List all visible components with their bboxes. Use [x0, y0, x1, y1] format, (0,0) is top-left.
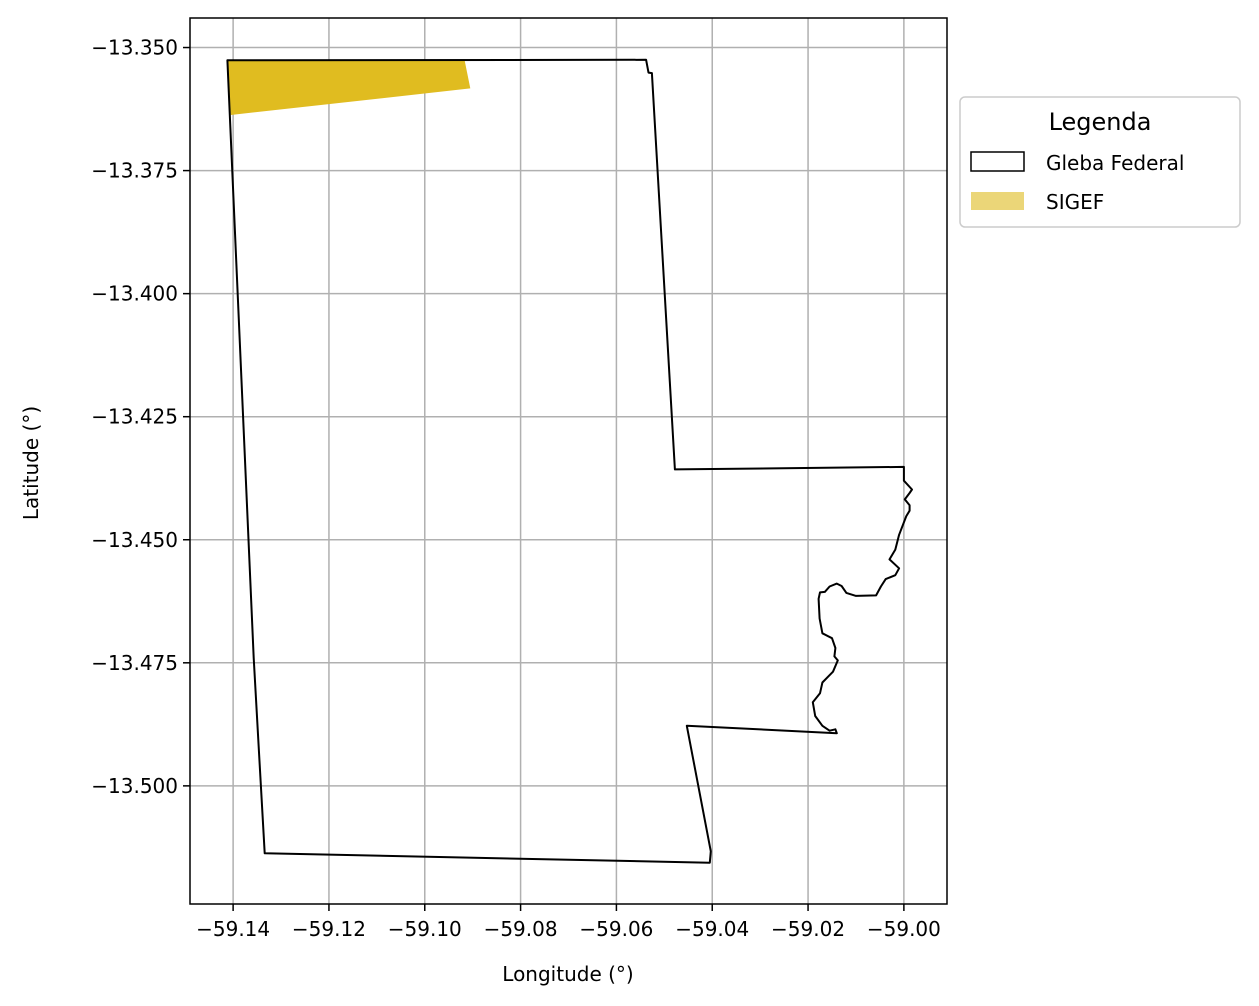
- legend-swatch-sigef: [971, 192, 1024, 210]
- x-tick-label: −59.06: [579, 917, 653, 941]
- polygon-gleba-federal: [226, 58, 913, 864]
- x-tick-label: −59.10: [388, 917, 462, 941]
- grid-lines: [190, 18, 947, 904]
- x-tick-label: −59.02: [771, 917, 845, 941]
- legend-label-sigef: SIGEF: [1046, 190, 1104, 214]
- legend-swatch-gleba-federal: [970, 151, 1025, 172]
- y-tick-label: −13.375: [91, 159, 178, 183]
- x-tick-label: −59.00: [867, 917, 941, 941]
- map-layers: [226, 58, 913, 864]
- y-tick-label: −13.450: [91, 528, 178, 552]
- legend: Legenda Gleba Federal SIGEF: [959, 96, 1241, 228]
- plot-frame: [189, 17, 948, 905]
- x-tick-label: −59.12: [292, 917, 366, 941]
- x-axis-title: Longitude (°): [502, 962, 633, 986]
- y-tick-label: −13.425: [91, 405, 178, 429]
- y-tick-label: −13.400: [91, 282, 178, 306]
- legend-box: [959, 96, 1241, 228]
- y-tick-label: −13.500: [91, 774, 178, 798]
- x-tick-label: −59.14: [196, 917, 270, 941]
- x-tick-label: −59.04: [675, 917, 749, 941]
- legend-title: Legenda: [1049, 108, 1152, 136]
- y-tick-label: −13.350: [91, 36, 178, 60]
- legend-label-gleba-federal: Gleba Federal: [1046, 151, 1184, 175]
- y-tick-label: −13.475: [91, 651, 178, 675]
- y-axis-ticks: −13.350 −13.375 −13.400 −13.425 −13.450 −13.4…: [91, 36, 190, 798]
- polygon-sigef: [227, 59, 471, 115]
- y-axis-title: Latitude (°): [19, 406, 43, 520]
- plot-area-background: [190, 18, 947, 904]
- x-tick-label: −59.08: [484, 917, 558, 941]
- x-axis-ticks: −59.14 −59.12 −59.10 −59.08 −59.06 −59.04 −59.…: [196, 904, 941, 941]
